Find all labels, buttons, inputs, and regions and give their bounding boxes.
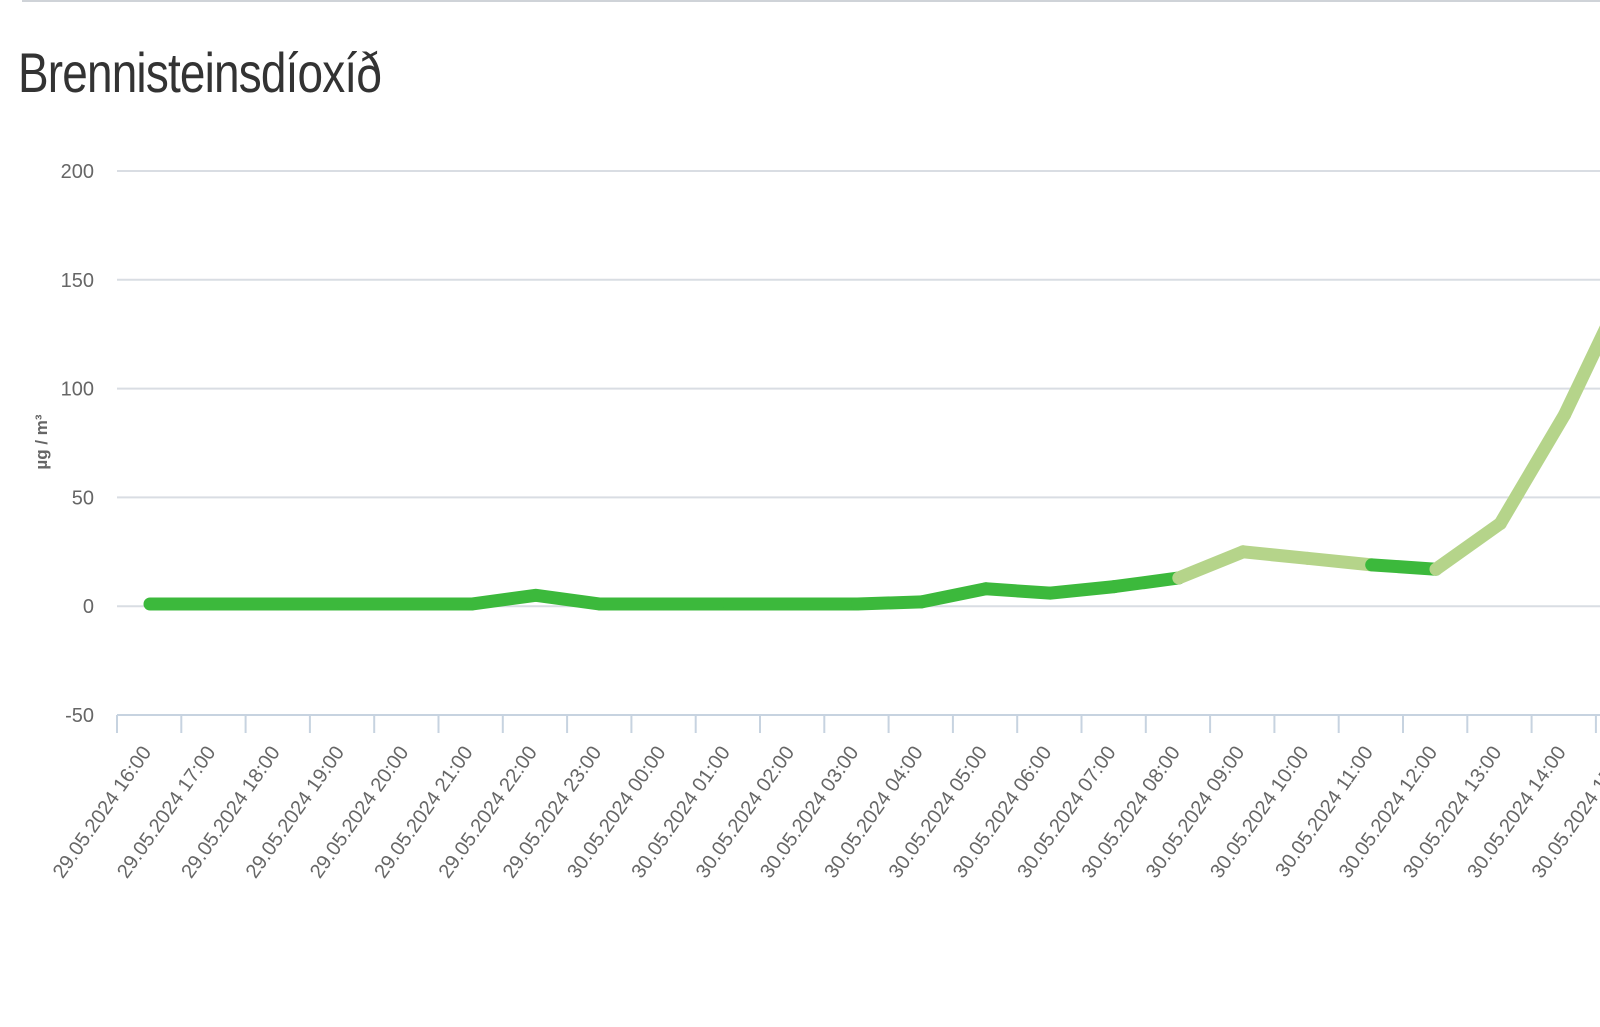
series-segment [979, 582, 1057, 600]
series-segment [1429, 517, 1507, 576]
top-divider [22, 0, 1600, 2]
y-axis-ticks: -50 0 50 100 150 200 [61, 161, 94, 727]
y-tick-label: 50 [72, 487, 94, 509]
series-segment [1172, 545, 1250, 585]
series-segment [1108, 571, 1186, 594]
y-tick-label: 200 [61, 161, 94, 183]
y-axis-title: µg / m³ [32, 414, 51, 469]
chart-title: Brennisteinsdíoxíð [18, 41, 382, 104]
series-segment [915, 582, 993, 609]
y-tick-label: 150 [61, 270, 94, 292]
series-segment [850, 595, 929, 611]
series-segment [1236, 545, 1314, 565]
series-segment [1365, 558, 1443, 576]
gridlines [117, 170, 1600, 608]
series-segment [1300, 551, 1379, 572]
series-segment [1043, 580, 1121, 600]
y-tick-label: 0 [83, 596, 94, 618]
series-line [143, 325, 1600, 611]
series-segment [529, 588, 607, 611]
y-tick-label: 100 [61, 379, 94, 401]
series-segment [1493, 408, 1572, 531]
y-tick-label: -50 [65, 705, 94, 727]
series-segment [465, 588, 543, 611]
series-segment [1558, 325, 1600, 422]
